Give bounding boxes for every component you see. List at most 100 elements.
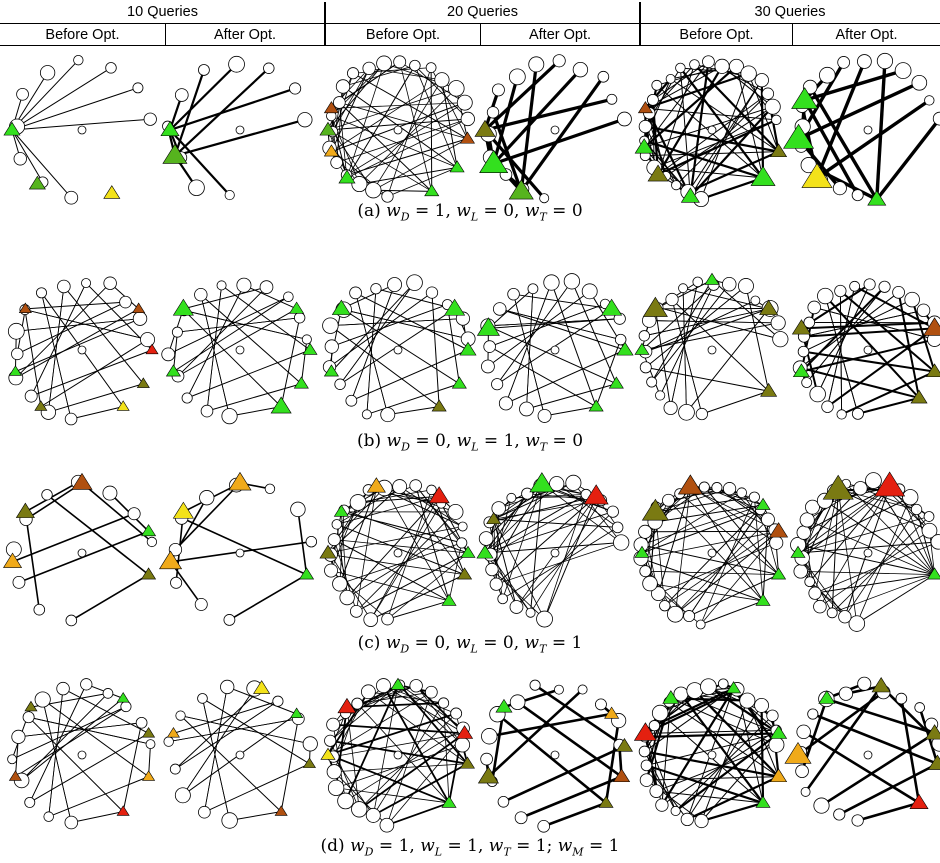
graph-edge [520, 775, 623, 819]
hub-node [550, 125, 560, 135]
sub-label-after: After Opt. [528, 27, 592, 43]
site-triangle [116, 400, 130, 411]
site-triangle [608, 376, 624, 389]
query-node [331, 519, 343, 530]
query-node [894, 62, 912, 79]
query-node [140, 332, 156, 348]
graph-edge [670, 697, 777, 746]
query-node [648, 720, 661, 732]
graph-edge [46, 494, 150, 576]
query-node [766, 709, 779, 722]
site-triangle [116, 805, 130, 816]
query-node [375, 678, 391, 694]
query-node [175, 710, 186, 721]
query-node [174, 88, 189, 102]
query-node [771, 114, 782, 125]
query-node [611, 521, 624, 534]
graph-edge [640, 557, 764, 602]
site-triangle [444, 298, 466, 316]
graph-edge [339, 542, 462, 585]
query-node [198, 64, 210, 76]
graph-edge [42, 699, 72, 823]
query-node [289, 82, 302, 95]
site-triangle [145, 343, 159, 355]
graph-edge [11, 87, 139, 131]
graph-edge [854, 285, 936, 330]
query-node [838, 686, 854, 701]
query-node [640, 759, 653, 772]
graph-edge [331, 115, 458, 168]
graph-edge [24, 511, 41, 610]
site-triangle [323, 101, 339, 114]
site-triangle [24, 700, 38, 712]
query-node [655, 798, 669, 812]
site-triangle [583, 484, 609, 505]
graph-edge [11, 59, 79, 131]
graph-edge [168, 718, 299, 742]
graph-edge [177, 286, 267, 377]
query-node [483, 340, 496, 353]
graph-edge [550, 282, 597, 407]
query-node [406, 274, 423, 291]
query-node [857, 54, 872, 69]
graph-edge [387, 489, 432, 620]
query-node [485, 562, 499, 577]
query-node [837, 56, 851, 69]
graph-edge [414, 65, 458, 168]
query-node [851, 814, 864, 827]
query-node [760, 512, 775, 527]
site-triangle [598, 795, 614, 808]
hub-node [393, 750, 403, 760]
site-triangle [750, 165, 776, 186]
query-node [216, 280, 227, 291]
query-node [770, 315, 786, 331]
graph-edge [334, 539, 469, 554]
network-graph [320, 677, 475, 833]
site-triangle [616, 341, 634, 356]
query-node [910, 503, 923, 516]
graph-edge [688, 574, 779, 617]
query-node [694, 813, 709, 829]
query-node [181, 392, 193, 404]
query-node [711, 482, 723, 494]
query-node [507, 287, 520, 301]
query-node [460, 111, 475, 127]
query-node [738, 278, 754, 294]
site-triangle [759, 299, 779, 315]
graph-edge [693, 689, 780, 778]
graph-edge [489, 495, 597, 523]
query-node [638, 745, 651, 758]
query-node [865, 472, 882, 489]
graph-edge [17, 301, 126, 355]
graph-edge [333, 723, 465, 735]
site-triangle [791, 87, 819, 109]
network-graph [783, 52, 940, 206]
graph-edge [448, 542, 463, 602]
network-graph [633, 678, 788, 829]
site-triangle [141, 567, 157, 580]
graph-edge [534, 684, 626, 748]
query-node [572, 62, 589, 78]
hub-node [235, 750, 245, 760]
graph-edge [671, 299, 769, 392]
query-node [332, 96, 346, 109]
site-triangle [474, 119, 496, 137]
site-triangle [323, 144, 339, 157]
graph-edge [169, 63, 238, 131]
site-triangle [529, 472, 555, 493]
query-node [563, 273, 581, 290]
query-node [553, 684, 564, 695]
graph-edge [797, 691, 885, 757]
graph-edge [800, 570, 935, 576]
query-node [454, 737, 471, 753]
network-graph [7, 678, 156, 830]
query-node [911, 74, 928, 91]
graph-edge [643, 139, 764, 179]
graph-edge [505, 282, 552, 404]
graph-edge [541, 483, 622, 543]
graph-edge [399, 684, 469, 765]
graph-edge [857, 801, 920, 822]
graph-edge [243, 284, 297, 310]
graph-edge [493, 518, 618, 528]
graph-edge [487, 290, 590, 367]
